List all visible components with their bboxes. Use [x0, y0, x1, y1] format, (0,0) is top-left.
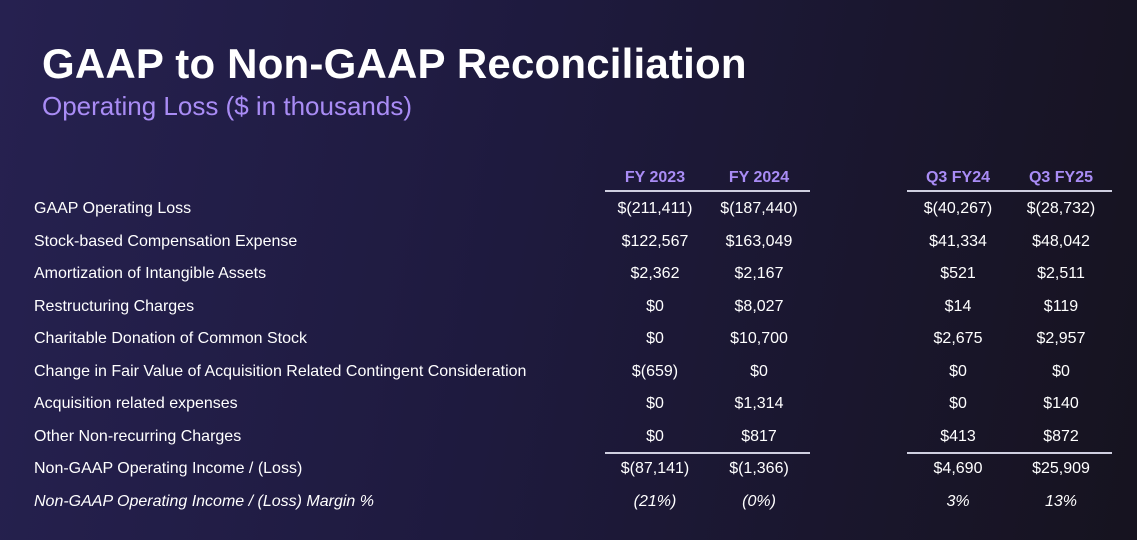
row-label: Charitable Donation of Common Stock [34, 330, 308, 347]
row-label: Restructuring Charges [34, 298, 195, 315]
cell-fy2023: $122,567 [621, 233, 689, 250]
cell-q3fy25: 13% [1044, 493, 1078, 510]
cell-q3fy25: $140 [1043, 395, 1079, 412]
total-row: Non-GAAP Operating Income / (Loss) $(87,… [0, 457, 1137, 481]
table-row: Change in Fair Value of Acquisition Rela… [0, 360, 1137, 384]
cell-fy2024: $0 [750, 363, 768, 380]
table-row: Acquisition related expenses $0 $1,314 $… [0, 392, 1137, 416]
cell-fy2024: $163,049 [725, 233, 793, 250]
row-label: Amortization of Intangible Assets [34, 265, 267, 282]
cell-fy2023: $0 [646, 330, 664, 347]
row-label: Non-GAAP Operating Income / (Loss) [34, 460, 303, 477]
header-divider-quarterly [907, 190, 1112, 192]
cell-fy2023: (21%) [633, 493, 677, 510]
column-header-q3fy25: Q3 FY25 [1028, 169, 1094, 186]
header-divider-annual [605, 190, 810, 192]
table-row: Stock-based Compensation Expense $122,56… [0, 230, 1137, 254]
cell-fy2023: $(211,411) [617, 200, 693, 217]
cell-fy2023: $2,362 [630, 265, 680, 282]
cell-fy2023: $0 [646, 395, 664, 412]
cell-q3fy25: $2,957 [1036, 330, 1086, 347]
cell-fy2023: $(659) [631, 363, 679, 380]
cell-q3fy25: $2,511 [1037, 265, 1085, 282]
cell-q3fy24: $14 [944, 298, 972, 315]
cell-fy2024: $(187,440) [720, 200, 798, 217]
cell-fy2024: $2,167 [734, 265, 784, 282]
cell-fy2023: $(87,141) [620, 460, 690, 477]
cell-fy2024: $1,314 [734, 395, 784, 412]
page-subtitle: Operating Loss ($ in thousands) [42, 91, 412, 121]
cell-q3fy25: $0 [1052, 363, 1070, 380]
cell-fy2023: $0 [646, 428, 664, 445]
row-label: Non-GAAP Operating Income / (Loss) Margi… [34, 493, 374, 510]
cell-q3fy25: $119 [1043, 298, 1079, 315]
cell-q3fy24: $0 [949, 363, 967, 380]
cell-q3fy24: $(40,267) [923, 200, 993, 217]
row-label: Other Non-recurring Charges [34, 428, 242, 445]
cell-q3fy24: $413 [940, 428, 976, 445]
row-label: Stock-based Compensation Expense [34, 233, 298, 250]
total-divider-annual [605, 452, 810, 454]
cell-q3fy24: $2,675 [933, 330, 983, 347]
cell-q3fy24: $41,334 [929, 233, 987, 250]
cell-q3fy25: $48,042 [1032, 233, 1090, 250]
page-title: GAAP to Non-GAAP Reconciliation [42, 40, 747, 87]
cell-q3fy24: $0 [949, 395, 967, 412]
cell-q3fy24: $521 [940, 265, 976, 282]
total-divider-quarterly [907, 452, 1112, 454]
cell-fy2024: $8,027 [734, 298, 784, 315]
column-header-fy2024: FY 2024 [728, 169, 790, 186]
row-label: GAAP Operating Loss [34, 200, 192, 217]
cell-q3fy24: 3% [946, 493, 970, 510]
cell-fy2024: $817 [741, 428, 777, 445]
cell-fy2024: $(1,366) [729, 460, 789, 477]
row-label: Change in Fair Value of Acquisition Rela… [34, 363, 527, 380]
cell-q3fy25: $(28,732) [1026, 200, 1096, 217]
row-label: Acquisition related expenses [34, 395, 238, 412]
margin-row: Non-GAAP Operating Income / (Loss) Margi… [0, 490, 1137, 514]
cell-fy2023: $0 [646, 298, 664, 315]
cell-fy2024: (0%) [742, 493, 776, 510]
table-row: Other Non-recurring Charges $0 $817 $413… [0, 425, 1137, 449]
cell-q3fy25: $872 [1043, 428, 1079, 445]
cell-q3fy24: $4,690 [933, 460, 983, 477]
table-row: Amortization of Intangible Assets $2,362… [0, 262, 1137, 286]
column-header-fy2023: FY 2023 [624, 169, 686, 186]
cell-fy2024: $10,700 [730, 330, 788, 347]
cell-q3fy25: $25,909 [1032, 460, 1090, 477]
table-row: Charitable Donation of Common Stock $0 $… [0, 327, 1137, 351]
column-header-q3fy24: Q3 FY24 [925, 169, 991, 186]
table-row: Restructuring Charges $0 $8,027 $14 $119 [0, 295, 1137, 319]
table-row: GAAP Operating Loss $(211,411) $(187,440… [0, 197, 1137, 221]
